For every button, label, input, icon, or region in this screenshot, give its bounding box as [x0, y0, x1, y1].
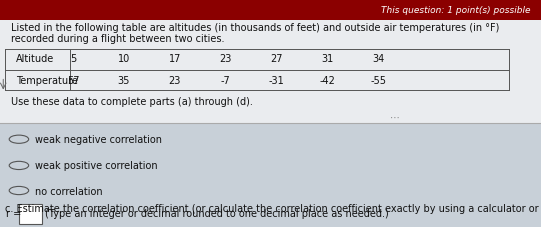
FancyBboxPatch shape [0, 0, 541, 20]
Text: Altitude: Altitude [16, 54, 55, 64]
Text: This question: 1 point(s) possible: This question: 1 point(s) possible [381, 6, 530, 15]
Text: -42: -42 [319, 76, 335, 86]
Text: r =: r = [6, 208, 22, 218]
Text: 27: 27 [270, 54, 283, 64]
Text: -55: -55 [370, 76, 386, 86]
Text: 34: 34 [372, 54, 384, 64]
Text: 10: 10 [118, 54, 130, 64]
Text: Temperature: Temperature [16, 76, 78, 86]
Text: 5: 5 [70, 54, 76, 64]
FancyBboxPatch shape [0, 124, 541, 227]
Text: (Type an integer or decimal rounded to one decimal place as needed.): (Type an integer or decimal rounded to o… [45, 208, 388, 218]
Text: 57: 57 [67, 76, 80, 86]
Text: weak negative correlation: weak negative correlation [35, 135, 162, 145]
Text: Use these data to complete parts (a) through (d).: Use these data to complete parts (a) thr… [11, 96, 253, 106]
Text: weak positive correlation: weak positive correlation [35, 161, 158, 171]
Text: -7: -7 [221, 76, 230, 86]
Text: 31: 31 [321, 54, 333, 64]
Text: 23: 23 [220, 54, 232, 64]
FancyBboxPatch shape [0, 20, 541, 124]
Text: ⋯: ⋯ [390, 112, 400, 122]
Text: c. Estimate the correlation coefficient (or calculate the correlation coefficien: c. Estimate the correlation coefficient … [5, 203, 541, 213]
Text: -31: -31 [268, 76, 285, 86]
Text: 35: 35 [118, 76, 130, 86]
Text: 17: 17 [169, 54, 181, 64]
Text: Listed in the following table are altitudes (in thousands of feet) and outside a: Listed in the following table are altitu… [11, 23, 499, 44]
Text: no correlation: no correlation [35, 186, 103, 196]
Text: 23: 23 [169, 76, 181, 86]
FancyBboxPatch shape [19, 205, 42, 224]
